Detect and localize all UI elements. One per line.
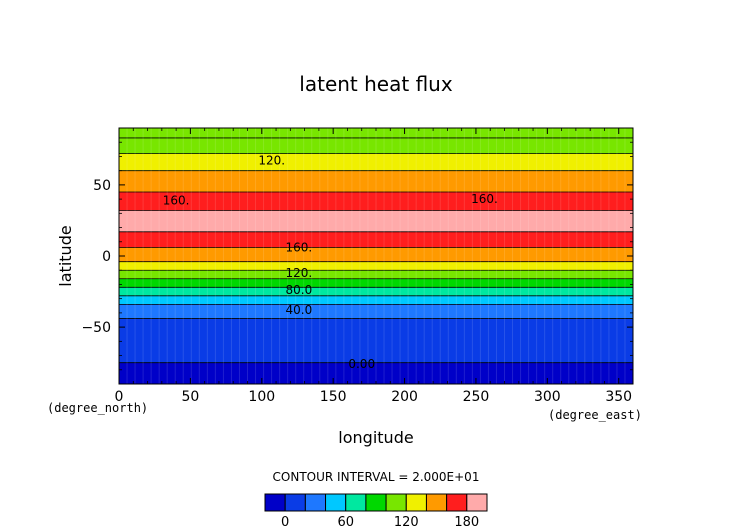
y-tick-label: 0 (102, 249, 111, 265)
contour-label-6: 40.0 (286, 303, 313, 317)
x-tick-label: 0 (115, 389, 124, 405)
x-axis-label: longitude (338, 428, 413, 447)
x-axis: 0 50 100 150 200 250 300 350 (115, 128, 632, 405)
colorbar-swatch-2 (304, 493, 327, 512)
colorbar-swatch-1 (284, 493, 306, 512)
x-tick-label: 350 (605, 389, 632, 405)
y-tick-label: 50 (93, 178, 111, 194)
x-tick-label: 200 (391, 389, 418, 405)
contour-label-0: 120. (258, 154, 285, 168)
contour-interval-label: CONTOUR INTERVAL = 2.000E+01 (273, 470, 480, 484)
latitude-band-7 (119, 247, 633, 262)
latitude-band-1 (119, 137, 633, 154)
y-tick-label: −50 (81, 320, 111, 336)
x-tick-label: 50 (181, 389, 199, 405)
latitude-band-5 (119, 210, 633, 232)
latitude-band-6 (119, 231, 633, 248)
latitude-band-3 (119, 170, 633, 192)
colorbar-swatch-10 (466, 493, 488, 512)
colorbar-swatch-4 (345, 493, 367, 512)
y-unit-label: (degree_north) (47, 401, 148, 415)
y-axis: 50 0 −50 (81, 141, 633, 371)
latitude-band-10 (119, 278, 633, 288)
colorbar-tick-label: 120 (394, 515, 419, 530)
contour-label-7: 0.00 (348, 357, 375, 371)
colorbar-swatch-7 (405, 493, 427, 512)
chart-title: latent heat flux (299, 72, 453, 96)
contour-label-5: 80.0 (286, 283, 313, 297)
x-tick-label: 100 (248, 389, 275, 405)
colorbar-tick-label: 180 (454, 515, 479, 530)
contour-label-4: 120. (286, 266, 313, 280)
colorbar-swatch-3 (325, 493, 347, 512)
latitude-band-13 (119, 304, 633, 319)
latitude-band-11 (119, 287, 633, 296)
plot-area: 120. 160. 160. 160. 120. 80.0 40.0 0.00 (118, 127, 634, 385)
x-tick-label: 250 (463, 389, 490, 405)
x-unit-label: (degree_east) (548, 408, 642, 422)
y-axis-label: latitude (56, 225, 75, 286)
latitude-band-15 (119, 362, 633, 384)
colorbar-swatch-8 (425, 493, 448, 512)
contour-label-1: 160. (163, 194, 190, 208)
latitude-band-4 (119, 192, 633, 211)
latitude-band-9 (119, 270, 633, 279)
colorbar-swatch-5 (365, 493, 387, 512)
latitude-band-0 (119, 128, 633, 138)
contour-label-3: 160. (286, 240, 313, 254)
x-tick-label: 150 (320, 389, 347, 405)
colorbar-swatch-0 (264, 493, 286, 512)
colorbar: 0 60 120 180 (264, 493, 488, 530)
colorbar-swatch-9 (446, 493, 468, 512)
latitude-band-8 (119, 261, 633, 271)
colorbar-tick-label: 0 (281, 515, 289, 530)
latitude-band-2 (119, 153, 633, 171)
contour-label-2: 160. (471, 192, 498, 206)
latitude-band-12 (119, 295, 633, 305)
latitude-band-14 (119, 318, 633, 363)
colorbar-tick-label: 60 (337, 515, 354, 530)
x-tick-label: 300 (534, 389, 561, 405)
colorbar-swatch-6 (385, 493, 407, 512)
